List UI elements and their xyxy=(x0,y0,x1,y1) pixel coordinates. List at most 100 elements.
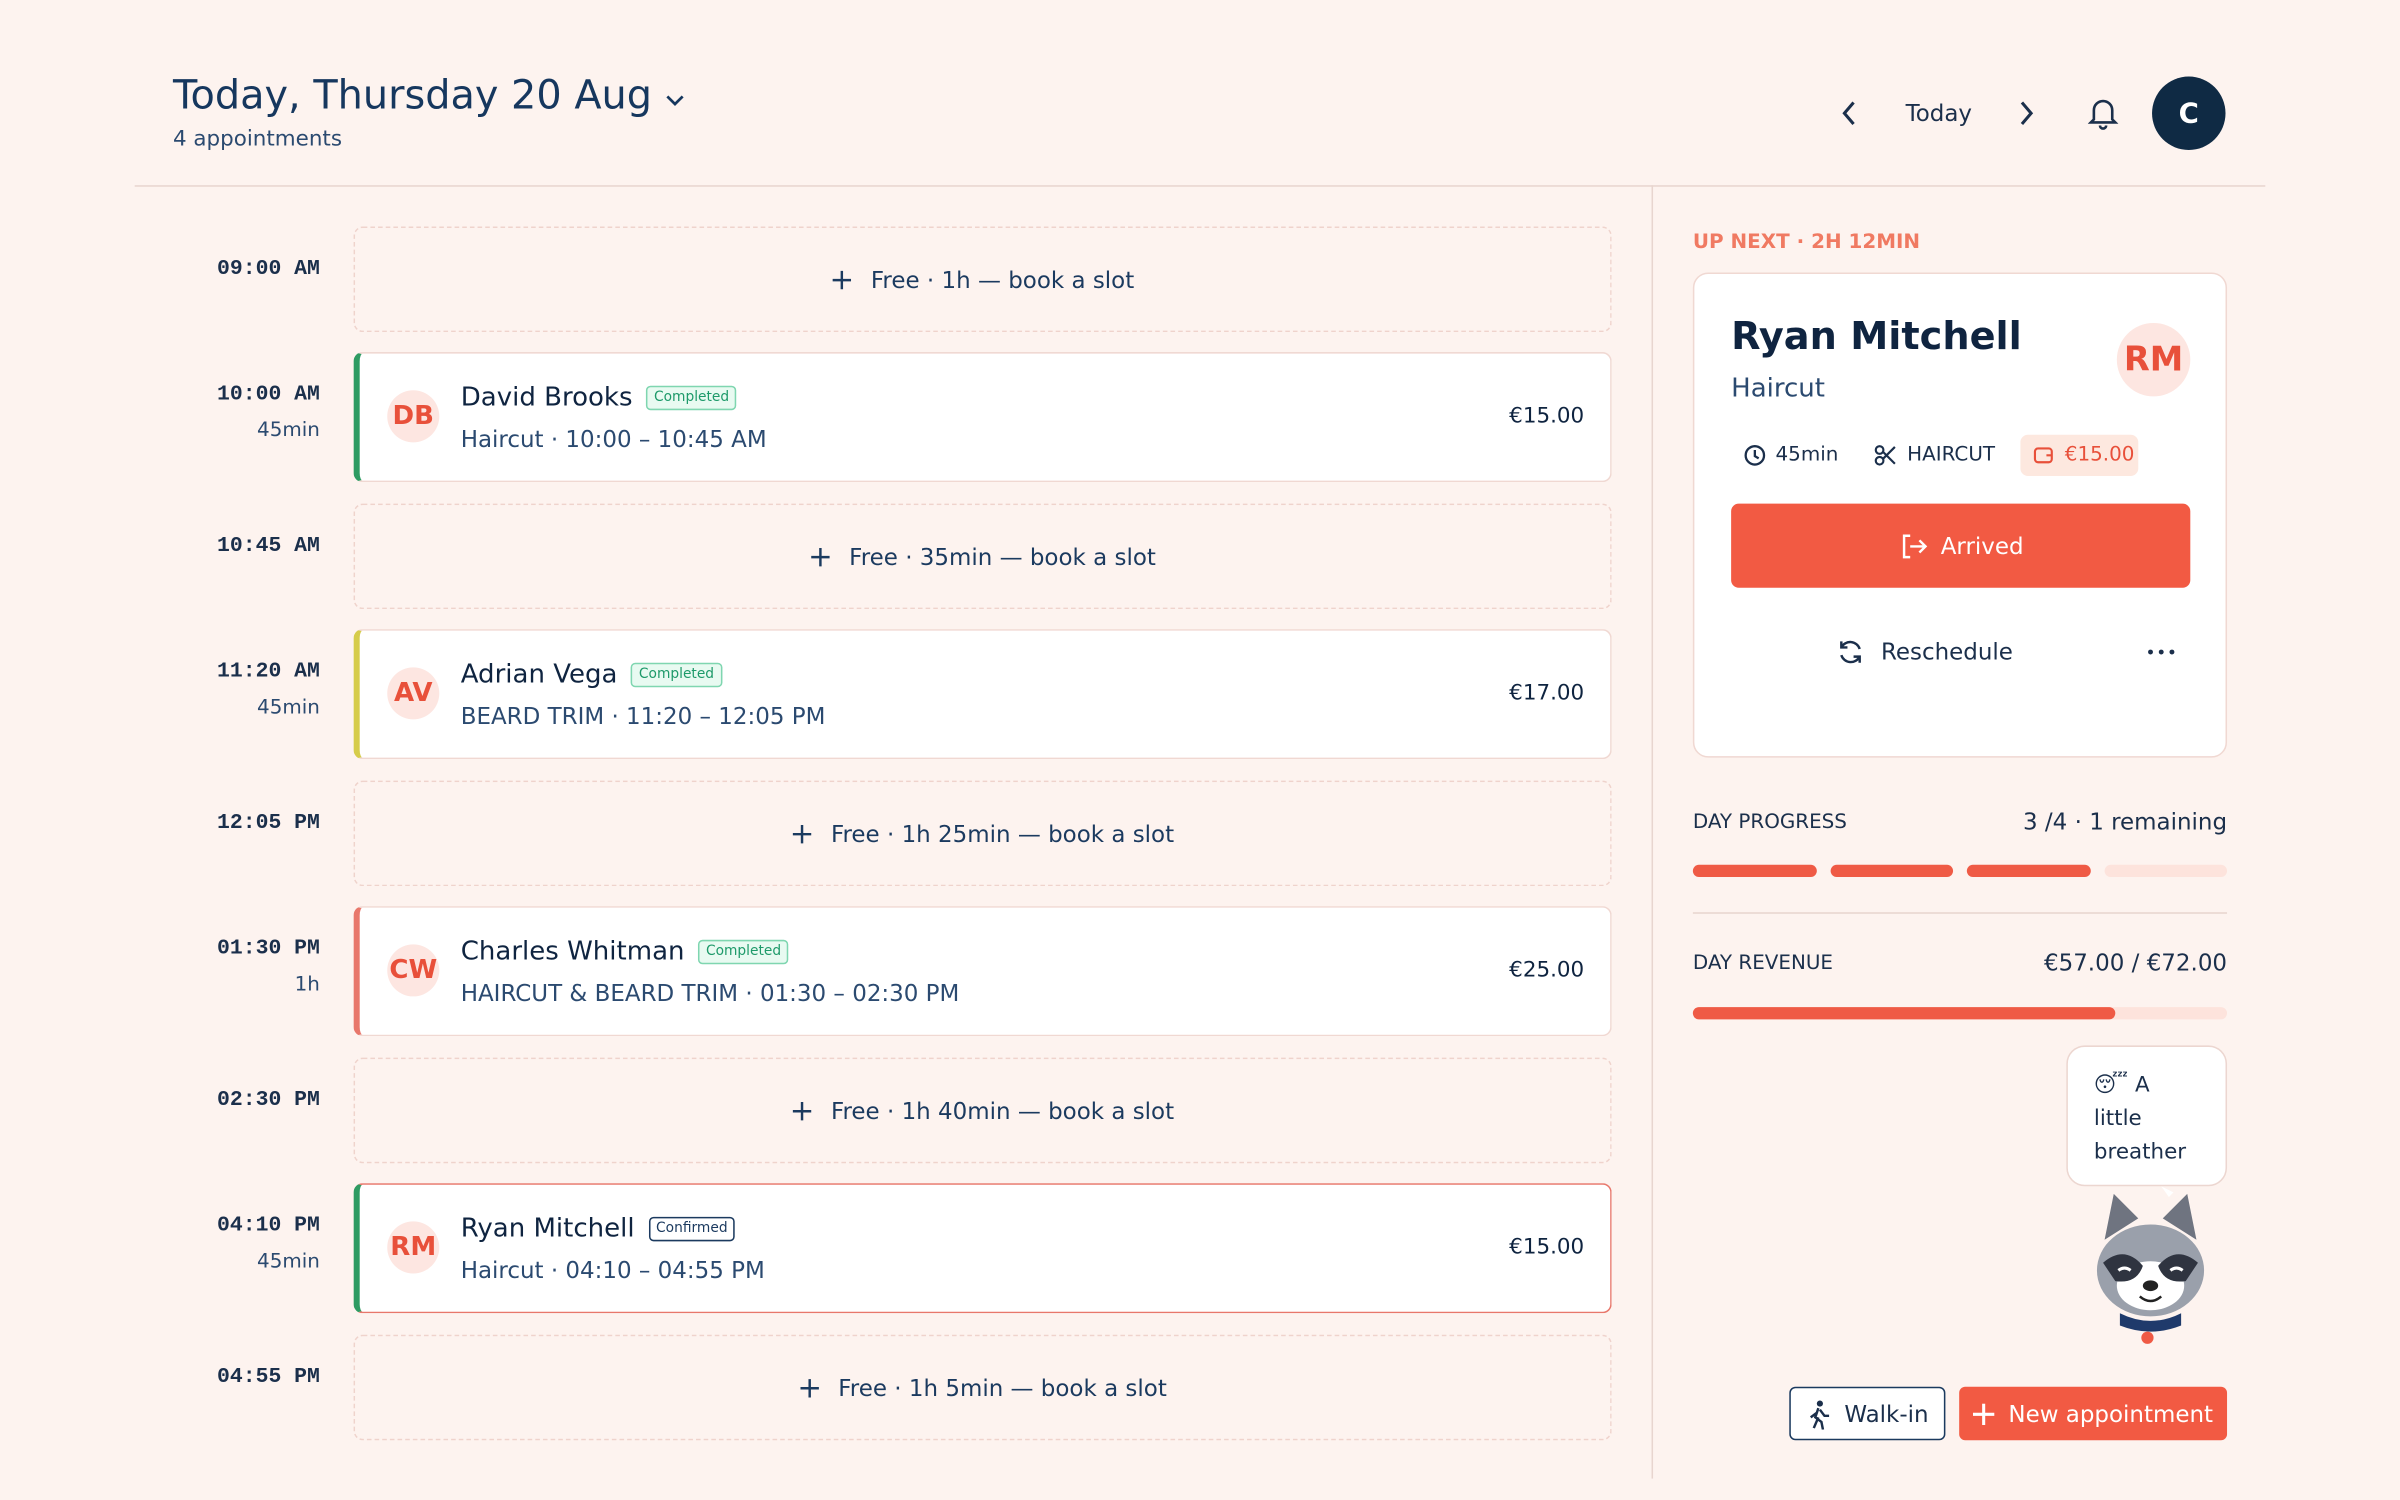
bell-button[interactable] xyxy=(2087,96,2119,130)
progress-segment xyxy=(1692,864,1817,878)
free-slot[interactable]: Free · 1h 5min — book a slot xyxy=(353,1334,1612,1441)
progress-segment xyxy=(2103,864,2228,878)
speech-bubble: 😴 A little breather xyxy=(2066,1045,2228,1187)
service: Haircut · 10:00 – 10:45 AM xyxy=(460,425,767,454)
more-button[interactable] xyxy=(2143,644,2180,659)
time-label: 04:10 PM xyxy=(217,1213,320,1239)
avatar[interactable]: C xyxy=(2152,76,2226,150)
revenue-fill xyxy=(1692,1007,2116,1020)
time-label: 09:00 AM xyxy=(217,257,320,282)
progress-segment xyxy=(1966,864,2091,878)
plus-icon xyxy=(800,1378,819,1397)
duration: 45min xyxy=(257,696,320,720)
scissors-icon xyxy=(1874,445,1896,466)
today-button[interactable]: Today xyxy=(1905,99,1973,128)
done: 3 xyxy=(2022,808,2038,836)
service: Haircut xyxy=(1731,373,1825,405)
service: HAIRCUT & BEARD TRIM · 01:30 – 02:30 PM xyxy=(460,979,960,1008)
plus-icon xyxy=(810,547,830,566)
name-row: Adrian Vega Completed xyxy=(460,659,722,691)
arrive-icon xyxy=(1902,533,1928,558)
free-label: Free · 1h 40min — book a slot xyxy=(830,1096,1175,1125)
free-slot[interactable]: Free · 1h 40min — book a slot xyxy=(353,1057,1612,1164)
time-label: 01:30 PM xyxy=(217,936,320,962)
time-label: 12:05 PM xyxy=(217,811,320,836)
clock-icon xyxy=(1744,445,1766,466)
time-label: 04:55 PM xyxy=(217,1365,320,1390)
free-slot[interactable]: Free · 1h — book a slot xyxy=(353,226,1612,333)
status-badge: Completed xyxy=(631,662,722,688)
appointment-card[interactable]: DB David Brooks Completed Haircut · 10:00 –… xyxy=(353,352,1612,483)
client-avatar: DB xyxy=(387,390,440,443)
status-badge: Completed xyxy=(698,939,789,965)
reschedule-button[interactable]: Reschedule xyxy=(1817,629,2031,675)
client-name: David Brooks xyxy=(460,382,633,414)
appointment-card[interactable]: AV Adrian Vega Completed BEARD TRIM · 11:20… xyxy=(353,629,1612,760)
walk-in-button[interactable]: Walk-in xyxy=(1789,1386,1946,1441)
name-row: Charles Whitman Completed xyxy=(460,936,789,968)
time-label: 10:45 AM xyxy=(217,534,320,559)
title: Today, Thursday 20 Aug xyxy=(172,73,653,120)
divider xyxy=(134,185,2266,187)
duration: 1h xyxy=(294,973,320,997)
refresh-icon xyxy=(1839,640,1861,664)
progress-label: DAY PROGRESS xyxy=(1692,811,1847,835)
category: HAIRCUT xyxy=(1907,443,1996,467)
client-name: Adrian Vega xyxy=(460,659,618,691)
plus-icon xyxy=(1973,1402,1995,1425)
expected: / €72.00 xyxy=(2131,948,2228,977)
next-button[interactable] xyxy=(2014,98,2038,129)
duration: 45min xyxy=(257,419,320,443)
price: €15.00 xyxy=(2064,443,2135,467)
free-label: Free · 1h 25min — book a slot xyxy=(830,819,1175,848)
service: BEARD TRIM · 11:20 – 12:05 PM xyxy=(460,702,826,731)
revenue-amount: €57.00 / €72.00 xyxy=(2044,949,2227,977)
free-label: Free · 35min — book a slot xyxy=(849,542,1156,571)
client-avatar: AV xyxy=(387,667,440,720)
client-name: Ryan Mitchell xyxy=(1731,313,2022,359)
service: Haircut · 04:10 – 04:55 PM xyxy=(460,1256,765,1285)
free-label: Free · 1h — book a slot xyxy=(870,265,1135,294)
chevron xyxy=(666,95,685,107)
plus-icon xyxy=(832,270,851,289)
arrived-button[interactable]: Arrived xyxy=(1731,503,2191,588)
free-slot[interactable]: Free · 35min — book a slot xyxy=(353,503,1612,610)
revenue-track xyxy=(1692,1007,2228,1020)
new-appointment-button[interactable]: New appointment xyxy=(1959,1386,2228,1441)
up-next-label: UP NEXT · 2H 12MIN xyxy=(1692,231,1921,255)
prev-button[interactable] xyxy=(1837,98,1861,129)
status-badge: Completed xyxy=(646,385,737,411)
client-name: Charles Whitman xyxy=(460,936,685,968)
free-slot[interactable]: Free · 1h 25min — book a slot xyxy=(353,780,1612,887)
date-title[interactable]: Today, Thursday 20 Aug xyxy=(173,73,686,119)
name-row: David Brooks Completed xyxy=(460,382,737,414)
remaining: · 1 remaining xyxy=(2074,808,2228,836)
status-badge: Confirmed xyxy=(648,1216,736,1242)
earned: €57.00 xyxy=(2043,948,2125,977)
label: Reschedule xyxy=(1880,638,2013,666)
revenue-label: DAY REVENUE xyxy=(1692,952,1833,975)
duration: 45min xyxy=(1775,443,1839,467)
price: €15.00 xyxy=(1509,404,1585,429)
duration: 45min xyxy=(257,1250,320,1274)
price-chip: €15.00 xyxy=(2020,434,2139,477)
walk-icon xyxy=(1809,1399,1830,1429)
time-label: 10:00 AM xyxy=(217,382,320,408)
free-label: Free · 1h 5min — book a slot xyxy=(838,1373,1167,1402)
appointment-card[interactable]: CW Charles Whitman Completed HAIRCUT & BEAR… xyxy=(353,906,1612,1037)
client-avatar: RM xyxy=(387,1221,440,1274)
total: /4 xyxy=(2044,808,2068,836)
label: New appointment xyxy=(2008,1399,2214,1428)
divider xyxy=(1692,912,2228,914)
up-next-card: Ryan Mitchell Haircut RM 45min HAIRCUT €… xyxy=(1692,272,2228,758)
plus-icon xyxy=(792,1101,812,1120)
appointment-card[interactable]: RM Ryan Mitchell Confirmed Haircut · 04:10 … xyxy=(353,1183,1612,1314)
client-name: Ryan Mitchell xyxy=(460,1213,635,1245)
raccoon-mascot xyxy=(2096,1186,2205,1344)
client-avatar: RM xyxy=(2116,322,2191,397)
label: Walk-in xyxy=(1844,1399,1929,1428)
name-row: Ryan Mitchell Confirmed xyxy=(460,1213,736,1245)
label: Arrived xyxy=(1940,531,2024,560)
